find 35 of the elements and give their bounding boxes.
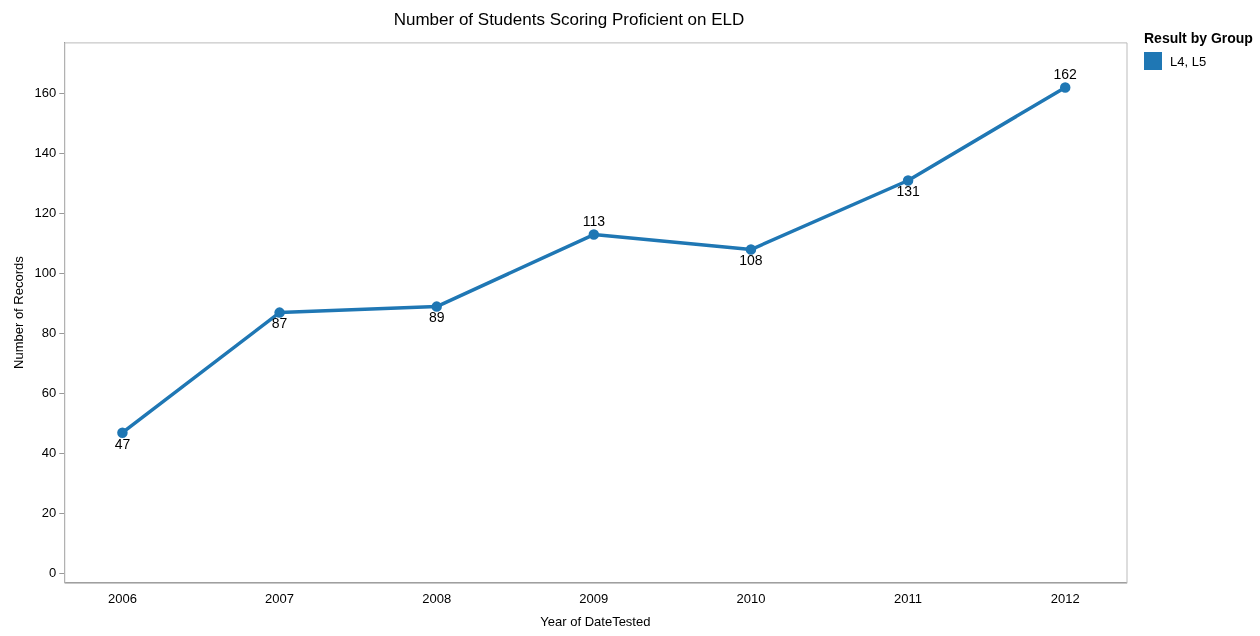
x-tick-label: 2009 (579, 591, 609, 607)
point (1059, 82, 1071, 93)
point (117, 427, 128, 438)
y-axis-title: Number of Records (11, 255, 27, 369)
chart-title: Number of Students Scoring Proficient on ELD (393, 9, 745, 29)
data-label: 113 (582, 213, 606, 230)
point (588, 229, 600, 240)
x-tick-label: 2007 (265, 591, 295, 607)
y-tick-label: 100 (34, 265, 57, 281)
y-tick-label: 160 (34, 85, 57, 101)
legend-title: Result by Group (1144, 30, 1253, 46)
data-label: 89 (428, 309, 445, 326)
x-tick-label: 2011 (894, 591, 923, 607)
y-tick-label: 20 (41, 505, 57, 521)
point (431, 301, 442, 312)
x-tick-label: 2010 (736, 591, 766, 607)
x-axis-title: Year of DateTested (540, 613, 651, 629)
data-label: 108 (739, 252, 763, 269)
y-tick-label: 140 (34, 145, 57, 161)
data-label: 87 (271, 315, 288, 332)
y-tick-label: 0 (49, 565, 57, 581)
data-label: 162 (1053, 66, 1078, 83)
data-label: 47 (114, 435, 131, 452)
x-tick-label: 2008 (422, 591, 452, 607)
x-tick-label: 2012 (1050, 591, 1080, 607)
point (274, 307, 285, 318)
y-tick-label: 120 (34, 205, 57, 221)
point (745, 244, 757, 255)
data-label: 131 (896, 183, 920, 200)
x-tick-label: 2006 (107, 591, 137, 607)
y-tick-label: 40 (41, 445, 57, 461)
y-tick-label: 80 (41, 325, 57, 341)
y-tick-label: 60 (41, 385, 57, 401)
legend-label: L4, L5 (1170, 53, 1207, 69)
point (902, 175, 914, 186)
